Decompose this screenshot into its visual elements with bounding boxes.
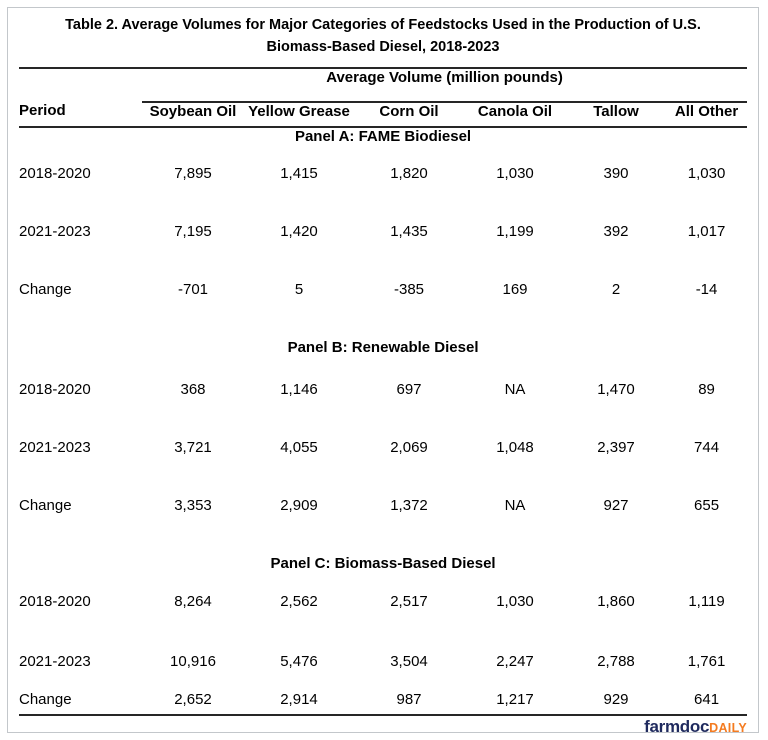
value-cell: 1,470 — [597, 381, 635, 398]
value-cell: 2,247 — [496, 653, 534, 670]
panel-c-label: Panel C: Biomass-Based Diesel — [270, 555, 496, 572]
value-cell: NA — [504, 381, 526, 398]
period-cell: Change — [19, 691, 142, 716]
value-cell: 2,397 — [597, 439, 635, 456]
column-header-corn-oil: Corn Oil — [354, 102, 464, 128]
value-cell: 2,562 — [280, 593, 318, 610]
value-cell: 1,415 — [280, 165, 318, 182]
value-cell: 1,820 — [390, 165, 428, 182]
value-cell: -385 — [393, 281, 425, 298]
period-cell: 2018-2020 — [19, 381, 91, 398]
value-cell: 1,030 — [496, 165, 534, 182]
period-cell: 2018-2020 — [19, 165, 91, 182]
table-row: 2021-2023 7,195 1,420 1,435 1,199 392 1,… — [19, 223, 747, 281]
value-cell: 655 — [694, 497, 720, 514]
group-header-row: Average Volume (million pounds) — [19, 69, 748, 103]
panel-c-header-row: Panel C: Biomass-Based Diesel — [19, 555, 747, 593]
value-cell: 987 — [354, 691, 464, 716]
value-cell: 2,909 — [280, 497, 318, 514]
value-cell: 1,030 — [496, 593, 534, 610]
value-cell: 929 — [566, 691, 666, 716]
column-header-all-other: All Other — [666, 102, 748, 128]
value-cell: 169 — [502, 281, 528, 298]
column-header-row: Period Soybean Oil Yellow Grease Corn Oi… — [19, 102, 748, 128]
value-cell: 3,504 — [390, 653, 428, 670]
value-cell: 1,146 — [280, 381, 318, 398]
table-row: 2021-2023 10,916 5,476 3,504 2,247 2,788… — [19, 653, 747, 691]
table-figure: Table 2. Average Volumes for Major Categ… — [7, 7, 759, 733]
period-cell: 2021-2023 — [19, 439, 91, 456]
column-header-canola-oil: Canola Oil — [464, 102, 566, 128]
panel-a-label: Panel A: FAME Biodiesel — [294, 128, 472, 145]
value-cell: 368 — [180, 381, 206, 398]
value-cell: 5,476 — [280, 653, 318, 670]
period-cell: Change — [19, 281, 72, 298]
footer-brand: farmdocDAILY — [19, 717, 747, 733]
group-header: Average Volume (million pounds) — [142, 69, 748, 103]
column-header-soybean-oil: Soybean Oil — [142, 102, 244, 128]
value-cell: 1,372 — [390, 497, 428, 514]
value-cell: 392 — [603, 223, 629, 240]
value-cell: 1,860 — [597, 593, 635, 610]
value-cell: 10,916 — [170, 653, 216, 670]
value-cell: 2,788 — [597, 653, 635, 670]
value-cell: 7,195 — [174, 223, 212, 240]
value-cell: 1,435 — [390, 223, 428, 240]
value-cell: 3,721 — [174, 439, 212, 456]
value-cell: 8,264 — [174, 593, 212, 610]
value-cell: 5 — [294, 281, 304, 298]
value-cell: 1,030 — [687, 165, 726, 182]
table-row: 2018-2020 368 1,146 697 NA 1,470 89 — [19, 381, 747, 439]
value-cell: 89 — [698, 381, 715, 398]
table-title-line1: Table 2. Average Volumes for Major Categ… — [65, 17, 701, 33]
value-cell: 4,055 — [280, 439, 318, 456]
title-divider — [19, 67, 747, 69]
value-cell: -14 — [695, 281, 718, 298]
table-title-line2: Biomass-Based Diesel, 2018-2023 — [266, 39, 500, 55]
column-header-yellow-grease: Yellow Grease — [244, 102, 354, 128]
value-cell: 744 — [694, 439, 720, 456]
feedstock-table: Average Volume (million pounds) Period S… — [19, 69, 748, 716]
value-cell: 2,069 — [390, 439, 428, 456]
value-cell: 1,761 — [687, 653, 726, 670]
panel-b-label: Panel B: Renewable Diesel — [287, 339, 479, 356]
group-header-spacer — [19, 69, 142, 102]
value-cell: 1,420 — [280, 223, 318, 240]
value-cell: -701 — [177, 281, 209, 298]
farmdoc-daily-logo-text: DAILY — [709, 721, 747, 733]
value-cell: 1,017 — [687, 223, 726, 240]
column-header-tallow: Tallow — [566, 102, 666, 128]
value-cell: 3,353 — [174, 497, 212, 514]
table-row: 2018-2020 7,895 1,415 1,820 1,030 390 1,… — [19, 165, 747, 223]
table-row: 2018-2020 8,264 2,562 2,517 1,030 1,860 … — [19, 593, 747, 653]
value-cell: 697 — [396, 381, 422, 398]
period-cell: 2021-2023 — [19, 223, 91, 240]
period-cell: Change — [19, 497, 72, 514]
period-cell: 2018-2020 — [19, 593, 91, 610]
table-row: 2021-2023 3,721 4,055 2,069 1,048 2,397 … — [19, 439, 747, 497]
table-title: Table 2. Average Volumes for Major Categ… — [19, 14, 747, 58]
value-cell: 927 — [603, 497, 629, 514]
panel-b-header-row: Panel B: Renewable Diesel — [19, 339, 747, 381]
value-cell: 1,119 — [688, 593, 725, 610]
value-cell: 7,895 — [174, 165, 212, 182]
period-cell: 2021-2023 — [19, 653, 91, 670]
value-cell: 390 — [603, 165, 629, 182]
value-cell: 1,217 — [464, 691, 566, 716]
value-cell: 2,517 — [390, 593, 428, 610]
value-cell: 2 — [611, 281, 621, 298]
table-row: Change 3,353 2,909 1,372 NA 927 655 — [19, 497, 747, 555]
column-header-period: Period — [19, 102, 142, 128]
table-row: Change 2,652 2,914 987 1,217 929 641 — [19, 691, 748, 716]
value-cell: 2,914 — [244, 691, 354, 716]
value-cell: 641 — [666, 691, 748, 716]
value-cell: 1,199 — [496, 223, 534, 240]
value-cell: 1,048 — [496, 439, 534, 456]
panel-a-header-row: Panel A: FAME Biodiesel — [19, 127, 747, 165]
table-row: Change -701 5 -385 169 2 -14 — [19, 281, 747, 339]
value-cell: 2,652 — [142, 691, 244, 716]
value-cell: NA — [504, 497, 526, 514]
farmdoc-logo-text: farmdoc — [644, 717, 710, 733]
